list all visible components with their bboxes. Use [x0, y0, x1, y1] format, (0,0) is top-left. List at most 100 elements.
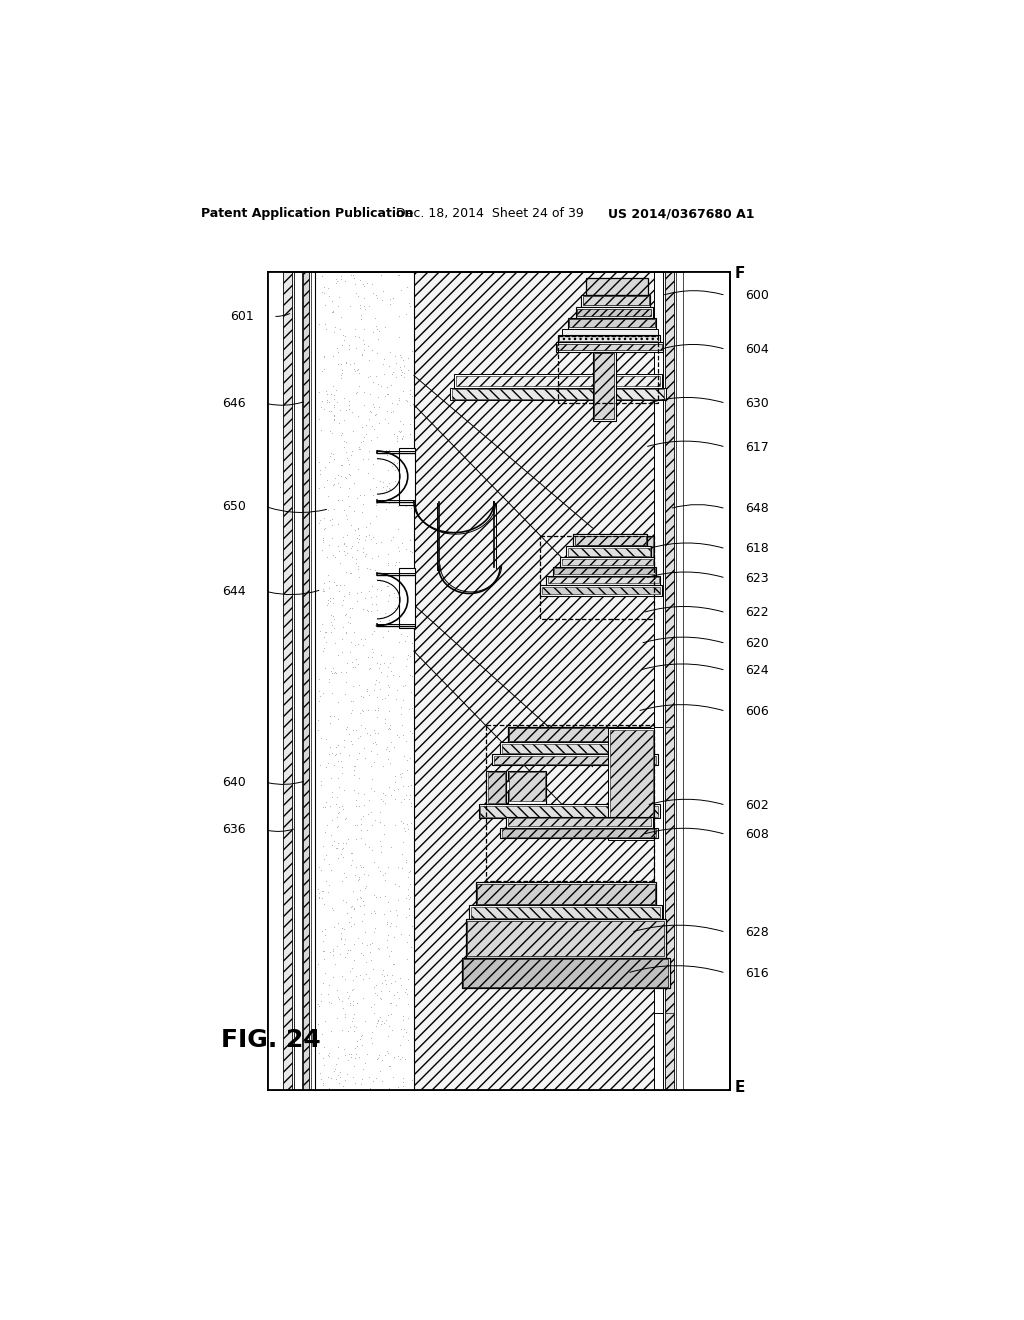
Point — [361, 659, 378, 680]
Point — [398, 467, 415, 488]
Point — [337, 1007, 353, 1028]
Bar — [557, 345, 662, 350]
Point — [390, 631, 407, 652]
Point — [326, 384, 342, 405]
Point — [382, 444, 398, 465]
Point — [355, 276, 372, 297]
Point — [324, 290, 340, 312]
Point — [338, 603, 354, 624]
Point — [325, 593, 341, 614]
Point — [343, 842, 359, 863]
Point — [337, 1003, 353, 1024]
Point — [336, 737, 352, 758]
Point — [349, 888, 366, 909]
Point — [312, 983, 329, 1005]
Point — [364, 401, 380, 422]
Point — [325, 657, 341, 678]
Point — [342, 354, 358, 375]
Point — [324, 743, 340, 764]
Point — [358, 558, 375, 579]
Point — [369, 532, 385, 553]
Point — [344, 652, 360, 673]
Point — [368, 315, 384, 337]
Point — [395, 690, 412, 711]
Point — [401, 747, 418, 768]
Point — [379, 400, 395, 421]
Point — [399, 645, 416, 667]
Point — [400, 898, 417, 919]
Point — [398, 907, 415, 928]
Point — [316, 346, 333, 367]
Point — [323, 767, 339, 788]
Point — [335, 527, 351, 548]
Point — [364, 768, 380, 789]
Point — [392, 345, 409, 366]
Point — [328, 737, 344, 758]
Point — [386, 424, 402, 445]
Point — [382, 752, 398, 774]
Point — [310, 314, 327, 335]
Point — [358, 680, 375, 701]
Point — [377, 408, 393, 429]
Point — [380, 924, 396, 945]
Point — [372, 812, 388, 833]
Point — [350, 558, 367, 579]
Point — [379, 384, 395, 405]
Text: 604: 604 — [745, 343, 769, 356]
Point — [401, 698, 418, 719]
Point — [314, 531, 331, 552]
Point — [314, 265, 331, 286]
Bar — [594, 354, 614, 420]
Point — [351, 866, 368, 887]
Point — [330, 296, 346, 317]
Point — [341, 399, 357, 420]
Point — [377, 1044, 393, 1065]
Point — [350, 326, 367, 347]
Point — [313, 539, 330, 560]
Point — [371, 671, 387, 692]
Point — [353, 432, 370, 453]
Point — [369, 669, 385, 690]
Point — [399, 277, 416, 298]
Point — [330, 803, 346, 824]
Point — [323, 825, 339, 846]
Point — [364, 623, 380, 644]
Polygon shape — [508, 771, 547, 804]
Point — [380, 684, 396, 705]
Point — [377, 862, 393, 883]
Point — [331, 801, 347, 822]
Point — [361, 1077, 378, 1098]
Point — [381, 700, 397, 721]
Point — [353, 814, 370, 836]
Point — [326, 301, 342, 322]
Point — [321, 577, 337, 598]
Point — [335, 1076, 351, 1097]
Point — [360, 685, 377, 706]
Point — [346, 755, 362, 776]
Point — [365, 639, 381, 660]
Point — [341, 395, 357, 416]
Point — [381, 492, 397, 513]
Point — [346, 352, 362, 374]
Point — [372, 396, 388, 417]
Point — [309, 878, 326, 899]
Point — [327, 754, 343, 775]
Bar — [556, 342, 664, 351]
Point — [336, 862, 352, 883]
Point — [387, 471, 403, 492]
Point — [332, 743, 348, 764]
Point — [330, 912, 346, 933]
Point — [373, 788, 389, 809]
Point — [310, 1014, 327, 1035]
Point — [370, 1011, 386, 1032]
Point — [402, 529, 419, 550]
Point — [323, 859, 339, 880]
Point — [377, 713, 393, 734]
Point — [326, 404, 342, 425]
Point — [362, 529, 379, 550]
Point — [352, 965, 369, 986]
Point — [347, 273, 364, 294]
Point — [395, 363, 412, 384]
Text: 618: 618 — [745, 543, 769, 556]
Point — [337, 946, 353, 968]
